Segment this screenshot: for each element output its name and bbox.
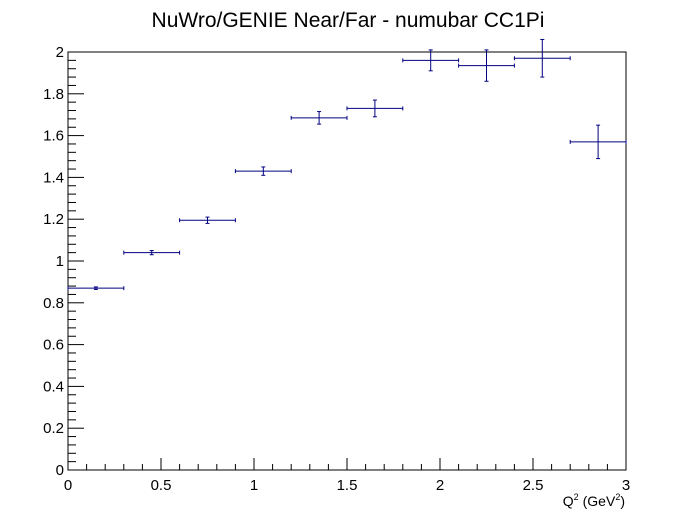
- data-point: [402, 49, 460, 72]
- x-tick-label: 0.5: [151, 477, 172, 494]
- x-tick-label: 1: [250, 477, 258, 494]
- data-point: [569, 124, 627, 160]
- x-tick-label: 0: [64, 477, 72, 494]
- y-tick-label: 1.6: [43, 128, 64, 145]
- y-tick-label: 1.8: [43, 86, 64, 103]
- data-point: [290, 111, 348, 125]
- data-point: [67, 286, 125, 291]
- data-point: [458, 49, 515, 82]
- x-axis-label: Q2 (GeV2): [563, 492, 625, 509]
- x-tick-label: 3: [622, 477, 630, 494]
- chart-title: NuWro/GENIE Near/Far - numubar CC1Pi: [152, 9, 545, 32]
- data-points: [67, 38, 627, 291]
- x-axis-label-unit-sup: 2: [615, 492, 620, 502]
- y-tick-label: 1.4: [43, 169, 64, 186]
- data-point: [123, 250, 181, 256]
- plot-frame: [67, 51, 627, 471]
- y-tick-label: 0.4: [43, 378, 64, 395]
- axes: 0 0.5 1 1.5 2 2.5 3 0 0.2 0.4 0.6 0.8 1 1.2 1.4 1.6 1.8 2: [43, 44, 630, 494]
- y-tick-label: 2: [56, 44, 64, 61]
- data-point: [513, 38, 571, 78]
- data-point: [346, 99, 404, 118]
- x-axis-label-var: Q: [563, 493, 574, 509]
- x-tick-label: 2: [436, 477, 444, 494]
- x-axis-label-close: ): [620, 493, 625, 509]
- y-tick-label: 0.2: [43, 420, 64, 437]
- x-tick-label: 1.5: [337, 477, 358, 494]
- x-axis-label-var-sup: 2: [574, 492, 579, 502]
- y-tick-label: 1.2: [43, 211, 64, 228]
- y-tick-label: 1: [56, 253, 64, 270]
- x-axis-label-unit: (GeV: [583, 493, 616, 509]
- x-tick-label: 2.5: [523, 477, 544, 494]
- y-tick-label: 0: [56, 462, 64, 479]
- y-tick-label: 0.6: [43, 337, 64, 354]
- data-point: [234, 166, 292, 176]
- y-tick-label: 0.8: [43, 295, 64, 312]
- data-point: [179, 216, 236, 224]
